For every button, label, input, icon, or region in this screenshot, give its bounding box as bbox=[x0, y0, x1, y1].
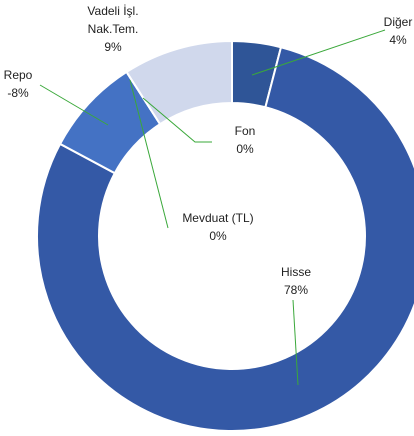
value-label: -8% bbox=[7, 86, 29, 100]
leader-line bbox=[251, 29, 386, 76]
value-label: 0% bbox=[209, 229, 227, 243]
data-label: Fon 0% bbox=[200, 122, 290, 158]
leader-line bbox=[292, 299, 299, 386]
leader-line bbox=[129, 79, 169, 229]
data-label: Mevduat (TL) 0% bbox=[173, 209, 263, 245]
category-label: Hisse bbox=[280, 265, 311, 279]
leader-line bbox=[39, 84, 109, 126]
category-label: Mevduat (TL) bbox=[182, 211, 254, 225]
data-label: Diğer 4% bbox=[353, 13, 414, 49]
category-label: Vadeli İşl. Nak.Tem. bbox=[87, 4, 139, 36]
value-label: 4% bbox=[389, 33, 407, 47]
donut-slice bbox=[125, 39, 233, 126]
category-label: Diğer bbox=[383, 15, 413, 29]
value-label: 9% bbox=[104, 40, 122, 54]
category-label: Repo bbox=[3, 68, 33, 82]
data-label: Vadeli İşl. Nak.Tem. 9% bbox=[68, 2, 158, 56]
data-label: Hisse 78% bbox=[251, 263, 341, 299]
data-label: Repo -8% bbox=[0, 66, 63, 102]
donut-slice bbox=[36, 46, 414, 432]
leader-line bbox=[142, 97, 212, 143]
value-label: 0% bbox=[236, 142, 254, 156]
category-label: Fon bbox=[234, 124, 256, 138]
value-label: 78% bbox=[283, 283, 309, 297]
